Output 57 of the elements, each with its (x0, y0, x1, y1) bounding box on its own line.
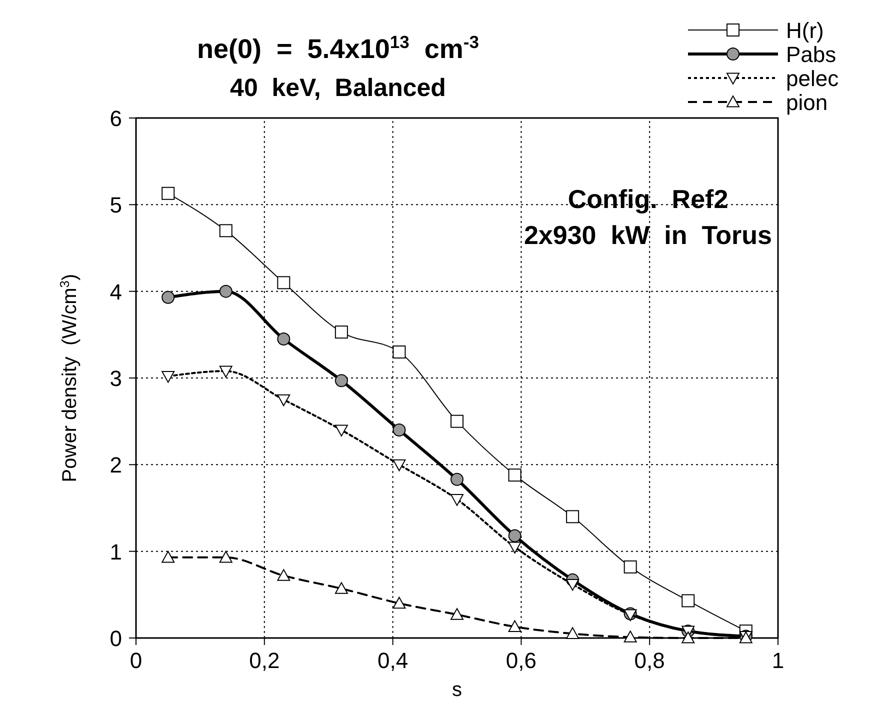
y-tick-label: 4 (110, 279, 122, 304)
point (392, 424, 406, 436)
x-tick-label: 0,2 (249, 648, 280, 673)
legend-label: pion (786, 90, 828, 115)
point (219, 284, 232, 298)
legend-label: H(r) (786, 18, 824, 43)
point (508, 620, 522, 632)
point (219, 550, 232, 563)
point (277, 276, 290, 290)
point (624, 560, 637, 574)
point (334, 326, 348, 339)
chart-subtitle: 40 keV, Balanced (230, 74, 446, 102)
point (450, 472, 464, 486)
point (392, 459, 406, 472)
chart-title: ne(0) = 5.4x10$^{13}$ cm$^{-3}$ (196, 32, 480, 64)
point (219, 366, 232, 378)
y-tick-label: 2 (110, 452, 122, 478)
point (566, 510, 580, 524)
point (277, 569, 290, 581)
point (162, 370, 175, 383)
point (392, 596, 406, 609)
point (334, 424, 348, 436)
point (334, 582, 348, 594)
point (624, 630, 637, 642)
legend-label: Pabs (786, 42, 836, 67)
x-tick-label: 1 (772, 648, 784, 673)
point (162, 290, 175, 304)
point (277, 332, 290, 346)
point (392, 346, 406, 358)
point (450, 494, 464, 506)
point (219, 224, 232, 238)
x-tick-label: 0,4 (378, 648, 408, 673)
x-axis-title: s (452, 679, 462, 701)
x-tick-label: 0,6 (506, 648, 536, 673)
point (682, 594, 695, 608)
y-tick-label: 3 (110, 366, 122, 391)
point (277, 394, 290, 406)
point (508, 468, 522, 482)
point (450, 608, 464, 620)
point (566, 627, 580, 639)
point (682, 632, 695, 644)
x-tick-label: 0 (130, 648, 142, 673)
y-tick-label: 5 (110, 192, 122, 218)
point (162, 550, 175, 563)
y-tick-label: 6 (110, 106, 122, 131)
point (508, 529, 522, 542)
x-tick-label: 0,8 (634, 648, 665, 673)
y-tick-label: 0 (110, 626, 122, 651)
point (450, 414, 464, 428)
point (508, 542, 522, 554)
y-tick-label: 1 (110, 539, 122, 564)
point (566, 578, 580, 591)
point (334, 374, 348, 388)
legend-label: pelec (786, 66, 839, 91)
point (162, 186, 175, 200)
annotation: Config. Ref2 (568, 184, 728, 214)
annotation: 2x930 kW in Torus (524, 220, 772, 250)
